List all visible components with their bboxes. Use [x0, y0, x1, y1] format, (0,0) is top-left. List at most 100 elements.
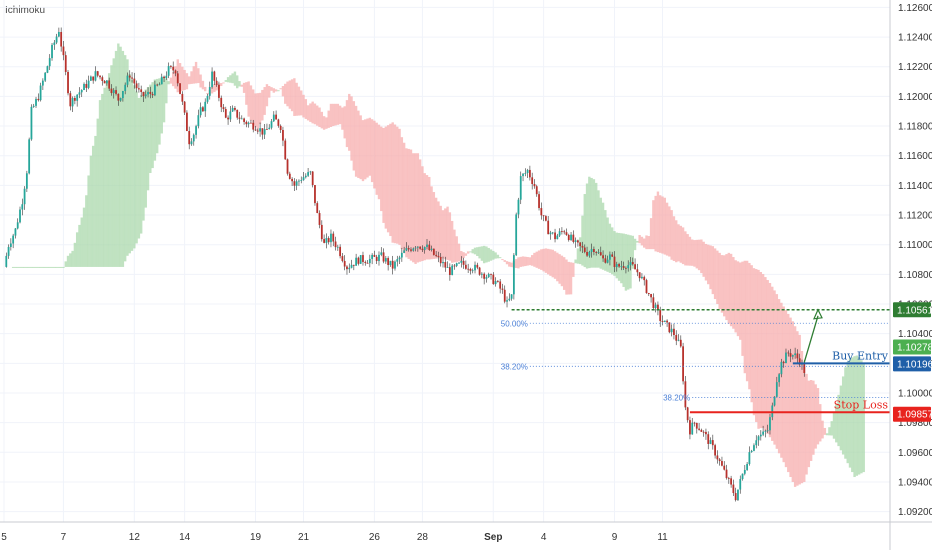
cloud-segment [514, 259, 518, 268]
candle-body [654, 304, 657, 309]
cloud-segment [814, 384, 817, 449]
candle-body [647, 292, 650, 295]
candle-body [689, 420, 691, 435]
y-tick-label: 1.11600 [898, 151, 932, 162]
y-tick-label: 1.09200 [898, 507, 932, 518]
cloud-segment [453, 229, 456, 263]
candle-body [300, 180, 303, 181]
candle-body [138, 88, 140, 90]
candle-body [499, 281, 502, 289]
candle-body [133, 78, 136, 84]
cloud-segment [14, 266, 17, 268]
x-tick-label: 9 [612, 532, 618, 543]
cloud-segment [807, 380, 811, 468]
cloud-segment [389, 123, 392, 237]
x-tick-label: 19 [250, 532, 262, 543]
cloud-segment [425, 175, 429, 260]
cloud-segment [25, 266, 29, 268]
cloud-segment [791, 321, 795, 482]
candle-body [549, 232, 552, 235]
cloud-segment [121, 50, 125, 267]
candle-body [371, 254, 374, 259]
cloud-segment [215, 83, 218, 91]
cloud-segment [368, 117, 372, 176]
cloud-segment [704, 243, 708, 281]
cloud-segment [174, 66, 177, 89]
candle-body [190, 141, 193, 145]
candle-body [304, 175, 307, 178]
candle-body [366, 262, 369, 264]
candle-body [256, 130, 259, 132]
candle-body [631, 262, 634, 265]
cloud-segment [226, 77, 230, 83]
cloud-segment [402, 142, 406, 254]
cloud-segment [210, 86, 214, 94]
candle-body [5, 255, 8, 267]
candle-body [32, 105, 35, 107]
candle-body [259, 128, 261, 132]
cloud-segment [414, 153, 417, 264]
candle-body [629, 262, 632, 266]
cloud-segment [318, 107, 321, 128]
cloud-segment [640, 236, 644, 246]
candle-body [238, 117, 241, 119]
cloud-segment [670, 210, 673, 260]
cloud-segment [199, 74, 202, 88]
candle-body [380, 252, 383, 255]
cloud-segment [565, 259, 568, 295]
cloud-segment [274, 89, 278, 92]
cloud-segment [839, 385, 843, 451]
candle-body [272, 114, 275, 122]
cloud-segment [567, 261, 570, 295]
cloud-segment [407, 148, 410, 259]
cloud-segment [178, 63, 182, 92]
cloud-segment [572, 262, 575, 277]
candle-body [254, 129, 257, 131]
candle-body [602, 255, 604, 259]
candle-body [677, 339, 680, 341]
candle-body [515, 214, 518, 256]
cloud-segment [853, 356, 856, 478]
candle-body [586, 251, 588, 256]
candle-body [21, 204, 24, 210]
candle-body [496, 281, 499, 282]
cloud-segment [679, 225, 682, 263]
candle-body [160, 76, 163, 85]
candle-body [250, 122, 252, 124]
cloud-segment [462, 252, 465, 259]
cloud-segment [158, 78, 161, 145]
cloud-segment [313, 103, 317, 125]
cloud-segment [688, 236, 692, 266]
cloud-segment [428, 176, 431, 260]
candle-body [357, 257, 360, 264]
cloud-segment [139, 94, 143, 234]
candle-body [618, 264, 620, 267]
cloud-segment [144, 89, 147, 208]
cloud-segment [272, 88, 276, 93]
cloud-segment [684, 231, 687, 266]
candle-body [368, 258, 371, 264]
candle-body [551, 232, 554, 234]
candle-body [89, 76, 92, 81]
cloud-segment [361, 120, 365, 182]
cloud-segment [720, 255, 724, 313]
cloud-segment [304, 99, 308, 119]
cloud-segment [224, 80, 227, 82]
candle-body [460, 260, 463, 263]
cloud-segment [62, 266, 65, 268]
cloud-segment [325, 117, 328, 129]
cloud-segment [236, 75, 239, 89]
cloud-segment [654, 195, 657, 252]
cloud-segment [183, 69, 186, 91]
cloud-segment [46, 266, 49, 268]
cloud-segment [85, 195, 88, 267]
candle-body [277, 119, 280, 126]
x-tick-label: 21 [298, 532, 310, 543]
price-tag-entry [893, 356, 931, 372]
candle-body [707, 434, 710, 444]
candle-body [252, 122, 255, 130]
cloud-segment [137, 97, 141, 239]
candle-body [375, 256, 378, 262]
candle-body [211, 71, 213, 88]
